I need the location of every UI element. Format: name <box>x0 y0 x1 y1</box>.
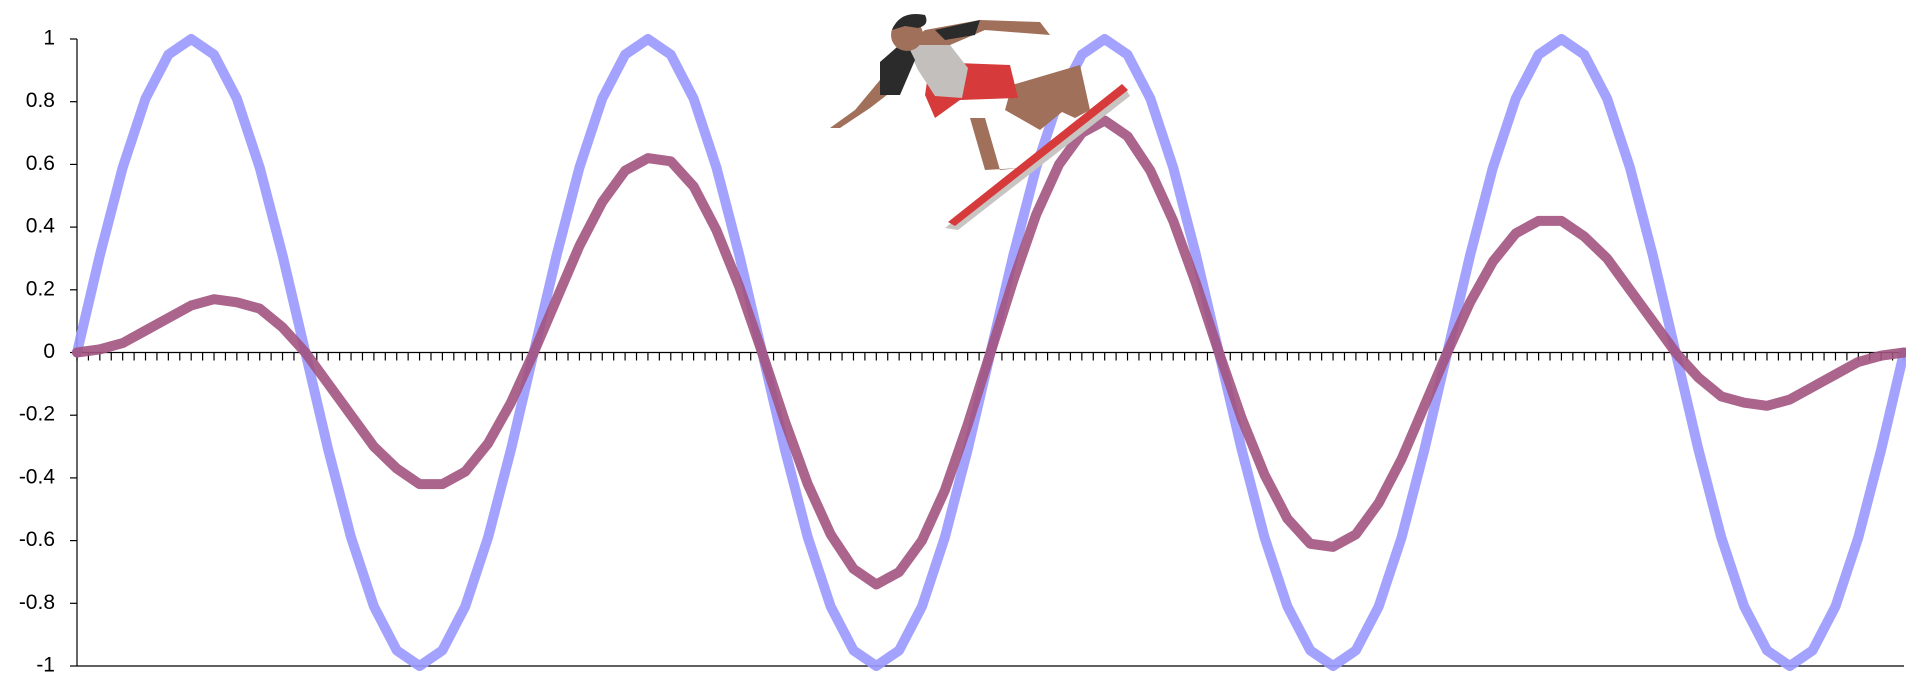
y-tick-label: 0 <box>43 340 55 363</box>
y-tick-label: -0.2 <box>19 403 55 426</box>
axes: -1 -0.8 -0.6 -0.4 -0.2 0 0.2 0.4 0.6 0.8 1 <box>19 27 1905 675</box>
surfer-sleeve <box>880 20 980 95</box>
y-tick-label: -0.4 <box>19 465 56 488</box>
surfer-hair <box>892 14 927 30</box>
y-tick-label: 1 <box>43 27 55 50</box>
y-tick-label: 0.2 <box>26 277 55 300</box>
surfboard-stripe <box>948 84 1128 226</box>
y-tick-label: -1 <box>36 654 55 675</box>
surfer-shirt <box>905 42 968 98</box>
lines <box>72 34 1906 671</box>
series-line <box>72 115 1906 590</box>
y-tick-label: -0.6 <box>19 528 55 551</box>
y-tick-label: 0.6 <box>26 152 55 175</box>
surfer-leg <box>1005 65 1090 130</box>
y-tick-label: 0.4 <box>26 215 56 238</box>
surfer-illustration <box>830 14 1130 230</box>
y-tick-label: -0.8 <box>19 591 55 614</box>
y-tick-label: 0.8 <box>26 89 55 112</box>
surfer-leg <box>970 118 1020 170</box>
surfer-arm <box>905 20 1050 45</box>
